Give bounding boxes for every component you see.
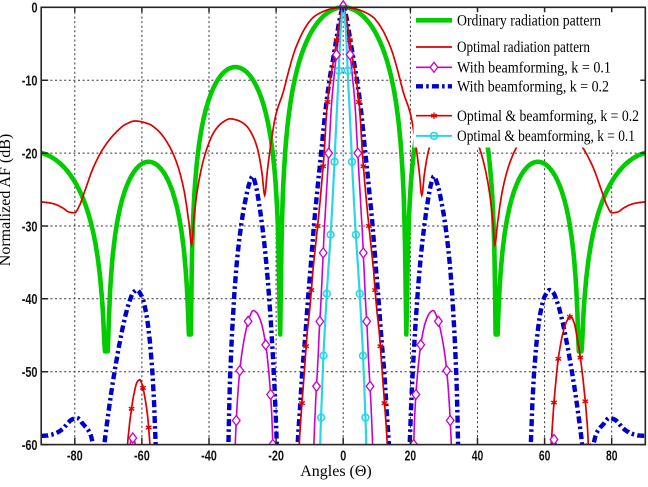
- svg-text:-40: -40: [201, 448, 217, 465]
- svg-text:20: 20: [405, 448, 417, 465]
- svg-text:-30: -30: [22, 218, 38, 235]
- svg-text:-80: -80: [67, 448, 83, 465]
- svg-text:Ordinary radiation pattern: Ordinary radiation pattern: [457, 13, 601, 30]
- svg-text:-40: -40: [22, 291, 38, 308]
- svg-text:-20: -20: [22, 146, 38, 163]
- svg-text:-20: -20: [268, 448, 284, 465]
- svg-text:Normalized AF (dB): Normalized AF (dB): [0, 134, 14, 266]
- svg-text:40: 40: [472, 448, 484, 465]
- svg-text:With beamforming, k = 0.2: With beamforming, k = 0.2: [457, 79, 609, 96]
- svg-text:-50: -50: [22, 364, 38, 381]
- svg-text:Optimal & beamforming, k = 0.1: Optimal & beamforming, k = 0.1: [457, 128, 635, 145]
- svg-text:Optimal & beamforming, k = 0.2: Optimal & beamforming, k = 0.2: [457, 108, 639, 125]
- svg-text:80: 80: [606, 448, 618, 465]
- svg-text:60: 60: [539, 448, 551, 465]
- svg-text:Angles (Θ): Angles (Θ): [300, 463, 372, 480]
- svg-text:-60: -60: [134, 448, 150, 465]
- svg-text:With beamforming, k = 0.1: With beamforming, k = 0.1: [457, 60, 611, 77]
- svg-text:0: 0: [32, 0, 38, 17]
- svg-text:Optimal radiation pattern: Optimal radiation pattern: [457, 39, 590, 56]
- svg-text:-10: -10: [22, 73, 38, 90]
- svg-text:0: 0: [340, 448, 346, 465]
- svg-text:-60: -60: [22, 437, 38, 454]
